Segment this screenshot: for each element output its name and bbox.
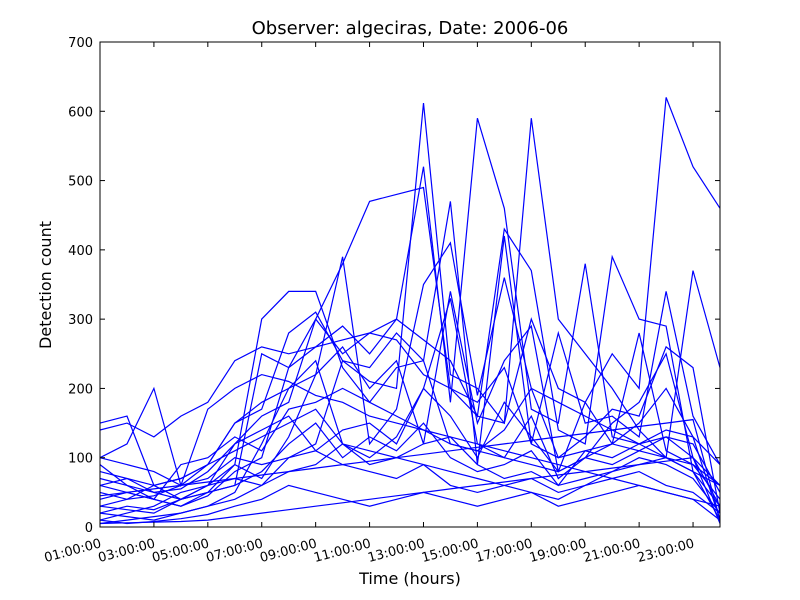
- series-line-14: [99, 484, 721, 525]
- series-line-3: [99, 118, 721, 507]
- series-line-20: [99, 418, 721, 521]
- series-line-18: [99, 332, 721, 500]
- y-tick-label: 0: [85, 521, 93, 536]
- x-tick-label: 05:00:00: [151, 536, 211, 566]
- x-tick-label: 23:00:00: [636, 536, 696, 566]
- y-tick-label: 300: [68, 313, 93, 328]
- y-tick-label: 700: [68, 36, 93, 51]
- series-line-12: [99, 436, 721, 521]
- y-tick-label: 500: [68, 175, 93, 190]
- x-axis-title: Time (hours): [358, 569, 461, 588]
- series-line-19: [99, 457, 721, 525]
- y-axis-title: Detection count: [36, 221, 55, 349]
- x-tick-label: 07:00:00: [204, 536, 264, 566]
- x-tick-label: 11:00:00: [312, 536, 372, 566]
- chart-title: Observer: algeciras, Date: 2006-06: [252, 18, 569, 39]
- x-tick-label: 13:00:00: [366, 536, 426, 566]
- x-tick-label: 21:00:00: [582, 536, 642, 566]
- series-line-11: [99, 387, 721, 494]
- x-tick-label: 19:00:00: [528, 536, 588, 566]
- x-tick-label: 15:00:00: [420, 536, 480, 566]
- series-lines: [99, 97, 721, 525]
- series-line-1: [99, 118, 721, 500]
- x-axis: 01:00:0003:00:0005:00:0007:00:0009:00:00…: [43, 42, 696, 566]
- series-line-17: [99, 408, 721, 514]
- x-tick-label: 01:00:00: [43, 536, 103, 566]
- y-axis: 0 100 200 300 400 500 600 700: [68, 36, 720, 536]
- x-tick-label: 09:00:00: [258, 536, 318, 566]
- series-line-15: [99, 373, 721, 507]
- series-line-5: [99, 227, 721, 507]
- y-tick-label: 200: [68, 382, 93, 397]
- plot-frame: [99, 41, 721, 528]
- y-tick-label: 400: [68, 244, 93, 259]
- series-line-13: [99, 450, 721, 514]
- series-line-10: [99, 387, 721, 521]
- y-tick-label: 100: [68, 452, 93, 467]
- x-tick-label: 17:00:00: [474, 536, 534, 566]
- series-line-16: [99, 318, 721, 507]
- x-tick-label: 03:00:00: [97, 536, 157, 566]
- series-line-9: [99, 345, 721, 514]
- y-tick-label: 600: [68, 105, 93, 120]
